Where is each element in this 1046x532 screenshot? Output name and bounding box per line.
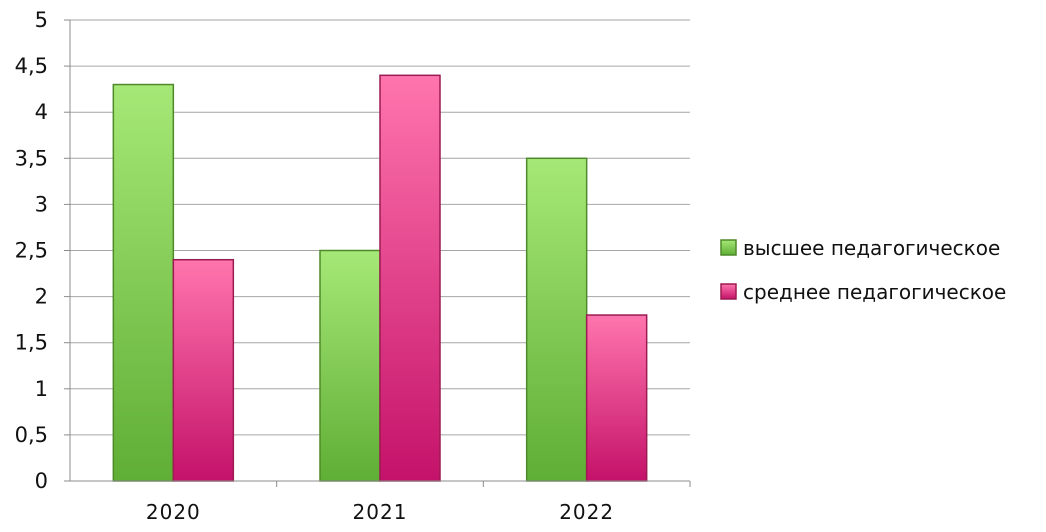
x-tick-label: 2020 (146, 500, 201, 524)
y-tick-label: 2,5 (15, 239, 48, 263)
y-tick-label: 4 (35, 100, 48, 124)
x-tick-labels: 2020 2021 2022 (146, 500, 614, 524)
bar-2022-series-1 (525, 157, 588, 482)
bars (112, 74, 648, 482)
bar-2020-series-2 (172, 258, 235, 482)
legend-swatch (720, 239, 737, 256)
legend-label: высшее педагогическое (743, 236, 1000, 260)
y-tick-labels: 0 0,5 1 1,5 2 2,5 3 3,5 4 4,5 5 (15, 8, 48, 493)
x-tick-label: 2021 (353, 500, 408, 524)
y-tick-label: 1 (35, 377, 48, 401)
y-tick-label: 4,5 (15, 54, 48, 78)
y-tick-label: 1,5 (15, 331, 48, 355)
x-tick-label: 2022 (559, 500, 614, 524)
bar-2021-series-2 (379, 74, 441, 482)
legend-label: среднее педагогическое (743, 280, 1006, 304)
y-tick-label: 3 (35, 192, 48, 216)
y-tick-label: 5 (35, 8, 48, 32)
bar-2022-series-2 (585, 314, 648, 482)
bar-2021-series-1 (319, 249, 381, 482)
y-tick-label: 2 (35, 285, 48, 309)
legend: высшее педагогическое среднее педагогичес… (720, 236, 1006, 304)
y-tick-label: 3,5 (15, 146, 48, 170)
y-tick-label: 0,5 (15, 423, 48, 447)
legend-swatch (720, 283, 737, 300)
bar-2020-series-1 (112, 83, 175, 482)
y-tick-label: 0 (35, 469, 48, 493)
axes (64, 19, 691, 487)
